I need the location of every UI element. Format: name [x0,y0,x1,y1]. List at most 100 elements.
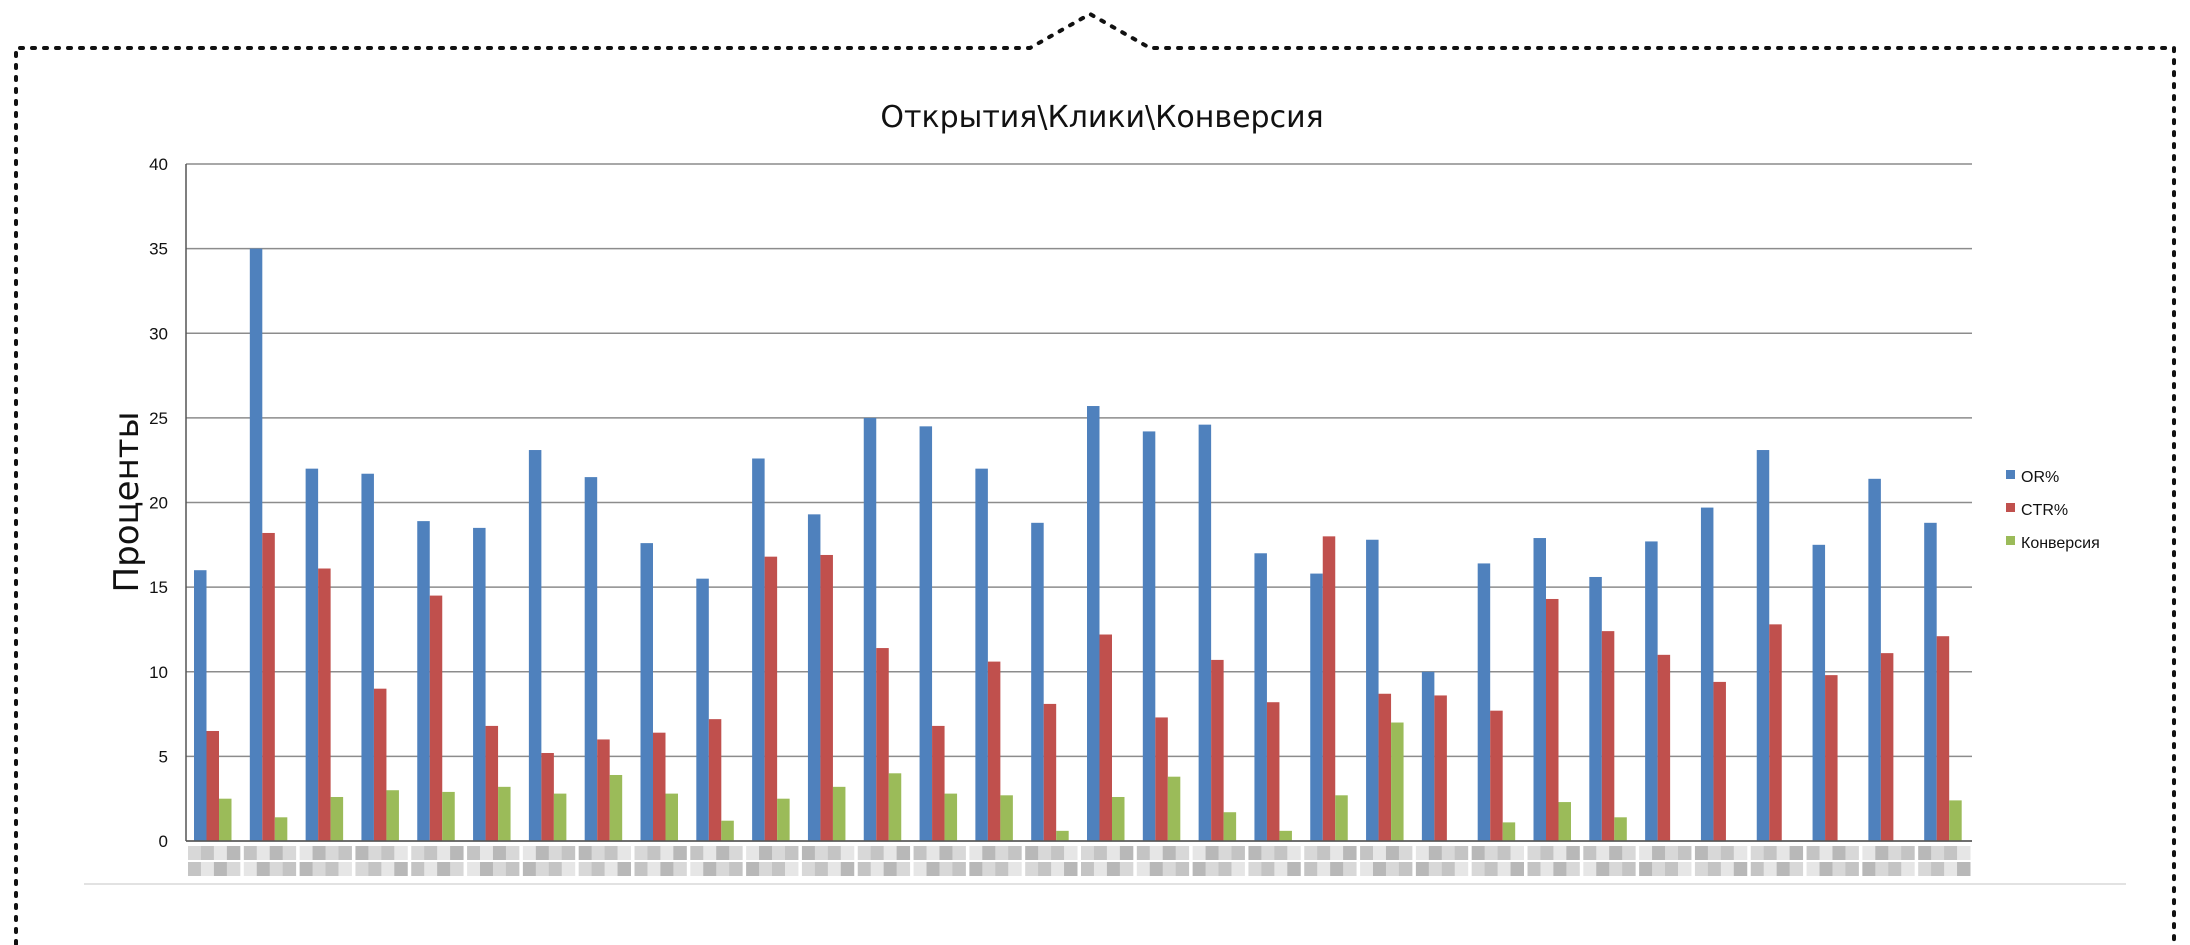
blurred-label-cell [1677,862,1692,876]
blurred-label-cell [1609,862,1623,876]
blurred-label-cell [1287,846,1301,860]
bar [305,468,319,841]
blurred-label-cell [729,862,743,876]
bar [1533,538,1546,841]
blurred-label-cell [939,862,953,876]
blurred-label-cell [1081,862,1095,876]
blurred-label-cell [1038,846,1052,860]
blurred-label-cell [1360,862,1374,876]
blurred-label-cell [467,846,481,860]
bar [485,725,499,841]
blurred-label-cell [1025,846,1039,860]
blurred-label-cell [1875,862,1889,876]
bar [764,556,778,841]
blurred-label-cell [647,846,661,860]
bar [1322,536,1336,841]
blurred-label-cell [535,846,550,860]
blurred-label-cell [1566,862,1580,876]
blurred-label-cell [256,846,271,860]
blurred-label-cell [746,862,760,876]
bar [987,661,1001,841]
legend-label: Конверсия [2021,535,2100,552]
blurred-label-cell [394,846,408,860]
blurred-label-cell [634,846,648,860]
blurred-label-cell [1415,846,1430,860]
bar [1502,822,1516,841]
blurred-label-cell [480,862,494,876]
blurred-label-cell [1720,862,1735,876]
bar [708,719,722,841]
blurred-label-cell [1677,846,1692,860]
blurred-label-cell [1583,846,1597,860]
bar [361,473,374,841]
blurred-label-cell [716,846,730,860]
blurred-label-cell [1957,862,1971,876]
bar [1812,544,1826,841]
blurred-label-cell [1304,862,1318,876]
blurred-label-cell [312,862,327,876]
blurred-label-cell [969,862,983,876]
blurred-label-cell [857,846,872,860]
blurred-label-cell [1218,846,1232,860]
x-category-label [1304,846,1357,876]
blurred-label-cell [450,846,464,860]
blurred-label-cell [1008,862,1022,876]
blurred-label-cell [591,862,606,876]
x-category-label [188,846,241,876]
blurred-label-cell [634,862,648,876]
bar [609,774,623,841]
blurred-label-cell [200,862,215,876]
blurred-label-cell [1806,846,1821,860]
bar [1223,812,1237,841]
x-category-label [411,846,464,876]
blurred-label-cell [1162,862,1177,876]
bar [1378,693,1392,841]
y-tick-label: 30 [149,324,168,343]
blurred-label-cell [1373,846,1387,860]
x-category-label [690,846,743,876]
blurred-label-cell [424,846,438,860]
y-tick-label: 20 [149,494,168,513]
blurred-label-cell [913,846,928,860]
blurred-label-cell [660,862,674,876]
x-category-label [1806,846,1859,876]
bar [1142,431,1156,841]
blurred-label-cell [1875,846,1889,860]
bars [194,248,1962,841]
x-category-label [1918,846,1971,876]
blurred-label-cell [1652,846,1666,860]
bar [1099,634,1112,841]
blurred-label-cell [1707,846,1722,860]
bar [1112,796,1125,841]
bar [597,739,610,841]
x-category-label [1248,846,1301,876]
bar [262,532,275,841]
x-category-label [1136,846,1190,876]
blurred-label-cell [1553,846,1567,860]
blurred-label-cell [1639,862,1653,876]
blurred-label-cell [926,846,940,860]
blurred-label-cell [827,862,842,876]
blurred-label-cell [1106,862,1121,876]
blurred-label-cell [1385,862,1400,876]
blurred-label-cell [578,862,593,876]
blurred-label-cell [1497,862,1512,876]
x-category-label [1192,846,1245,876]
bar [696,578,709,841]
blurred-label-cell [1317,862,1331,876]
blurred-label-cell [561,862,576,876]
blurred-label-cell [1789,846,1804,860]
blurred-label-cell [411,846,425,860]
blurred-label-cell [883,846,898,860]
legend-swatch [2006,470,2015,479]
blurred-label-cell [729,846,743,860]
blurred-label-cell [1583,862,1597,876]
bar [219,798,232,841]
blurred-label-cell [772,846,786,860]
blurred-label-cell [784,846,799,860]
blurred-label-cell [1510,846,1524,860]
x-category-label [243,846,297,876]
bar [820,554,833,841]
blurred-label-cell [1750,862,1765,876]
